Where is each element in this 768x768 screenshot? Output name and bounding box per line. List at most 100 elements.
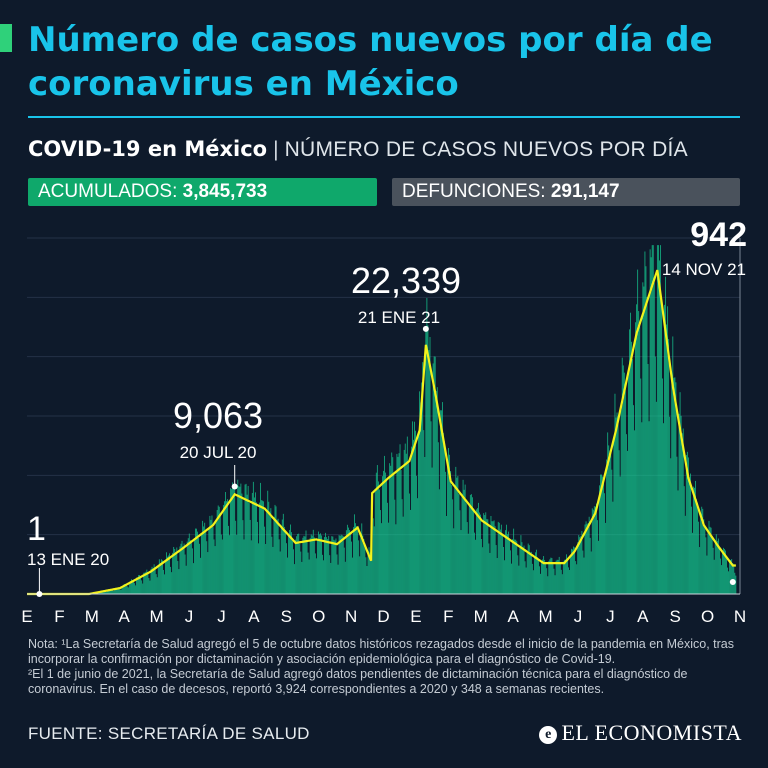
daily-bar: [462, 479, 464, 594]
daily-bar: [476, 509, 477, 594]
daily-bar: [182, 546, 184, 594]
daily-bar: [274, 504, 276, 594]
daily-bar: [212, 526, 214, 594]
daily-bar: [518, 565, 520, 594]
daily-bar: [472, 497, 473, 594]
daily-bar: [495, 545, 497, 594]
daily-bar: [622, 365, 624, 594]
daily-bar: [487, 519, 489, 594]
daily-bar: [235, 520, 237, 594]
daily-bar: [219, 513, 221, 594]
daily-bar: [597, 520, 598, 594]
daily-bar: [496, 558, 498, 594]
daily-bar: [445, 471, 446, 594]
daily-bar: [695, 480, 696, 594]
daily-bar: [683, 486, 685, 594]
x-tick-label: E: [21, 607, 32, 626]
daily-bar: [722, 551, 723, 594]
daily-bar: [186, 541, 188, 594]
daily-bar: [555, 560, 557, 594]
subtitle-bold: COVID-19 en México: [28, 137, 268, 161]
daily-bar: [283, 526, 285, 594]
daily-bar: [109, 589, 111, 594]
daily-bar: [339, 535, 341, 594]
daily-bar: [672, 336, 674, 594]
daily-bar: [441, 410, 442, 594]
daily-bar: [729, 559, 731, 594]
daily-bar: [643, 286, 645, 594]
daily-bar: [430, 421, 432, 594]
daily-bar: [594, 506, 596, 594]
x-tick-label: A: [637, 607, 649, 626]
daily-bar: [193, 563, 194, 594]
daily-bar: [284, 530, 286, 594]
daily-bar: [613, 436, 615, 594]
x-tick-label: O: [701, 607, 714, 626]
daily-bar: [246, 494, 248, 594]
daily-bar: [660, 245, 661, 594]
daily-bar: [692, 532, 693, 594]
daily-bar: [234, 487, 236, 594]
annotation-value: 9,063: [173, 395, 263, 436]
brand-name: EL ECONOMISTA: [561, 720, 742, 745]
daily-bar: [293, 549, 294, 594]
daily-bar: [304, 536, 306, 594]
daily-bar: [580, 536, 582, 594]
brand-logo: e EL ECONOMISTA: [539, 720, 742, 746]
daily-bar: [187, 538, 189, 594]
daily-bar: [669, 416, 671, 594]
daily-bar: [411, 446, 412, 594]
daily-bar: [684, 515, 686, 594]
daily-bar: [481, 539, 483, 594]
daily-bar: [190, 540, 192, 594]
daily-bar: [614, 393, 616, 594]
daily-bar: [586, 523, 588, 594]
daily-bar: [255, 492, 256, 594]
acumulados-label: ACUMULADOS:: [38, 181, 178, 202]
daily-bar: [600, 474, 601, 594]
x-tick-label: M: [474, 607, 488, 626]
daily-bar: [612, 501, 614, 594]
daily-bar: [721, 565, 722, 594]
daily-bar: [303, 535, 305, 594]
daily-bar: [504, 560, 505, 594]
daily-bar: [363, 538, 365, 594]
daily-bar: [558, 556, 560, 594]
daily-bar: [263, 501, 264, 594]
daily-bar: [682, 428, 684, 594]
annotation-value: 22,339: [351, 260, 461, 301]
daily-bar: [572, 549, 573, 594]
daily-bar: [259, 502, 260, 594]
daily-bar: [374, 488, 376, 594]
daily-bar: [368, 547, 370, 594]
daily-bar: [617, 416, 619, 594]
daily-bar: [144, 572, 146, 594]
daily-bar: [436, 387, 438, 594]
daily-bar: [486, 519, 488, 594]
daily-bar: [388, 522, 390, 594]
daily-bar: [167, 556, 168, 594]
daily-bar: [158, 559, 160, 594]
daily-bar: [207, 552, 209, 594]
daily-bar: [601, 474, 602, 594]
daily-bar: [302, 537, 304, 594]
daily-bar: [435, 390, 437, 594]
daily-bar: [160, 559, 162, 594]
daily-bar: [296, 536, 298, 594]
daily-bar: [280, 526, 282, 594]
daily-bar: [515, 539, 517, 594]
daily-bar: [396, 453, 398, 594]
daily-bar: [446, 515, 447, 594]
x-tick-label: J: [217, 607, 226, 626]
daily-bar: [348, 527, 349, 594]
daily-bar: [690, 473, 691, 594]
daily-bar: [237, 479, 239, 594]
daily-bar: [694, 487, 695, 594]
daily-bar: [615, 417, 617, 594]
daily-bar: [230, 488, 231, 594]
daily-bar: [647, 363, 649, 594]
daily-bar: [699, 547, 701, 594]
daily-bar: [240, 483, 242, 594]
daily-bar: [204, 522, 206, 594]
daily-bar: [392, 457, 394, 594]
